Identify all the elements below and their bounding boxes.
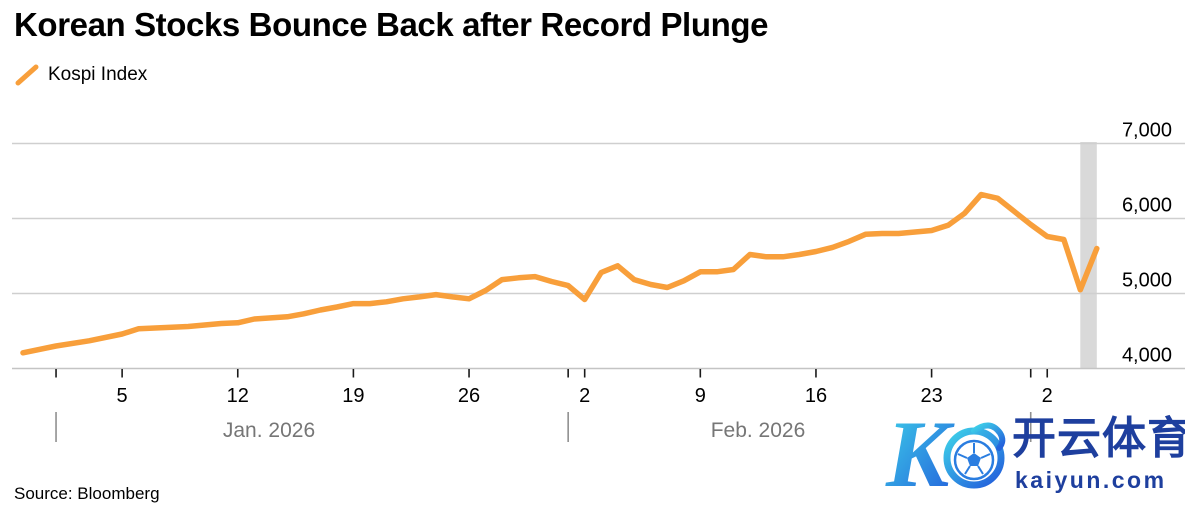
kaiyun-watermark: K 开云体育 kaiyun.com [876, 398, 1185, 498]
x-axis-label: 26 [458, 385, 480, 407]
kaiyun-logo-monogram: K [885, 401, 955, 498]
x-axis-label: 12 [227, 385, 249, 407]
legend-series-label: Kospi Index [48, 64, 148, 85]
x-axis-label: 9 [695, 385, 706, 407]
kaiyun-domain: kaiyun.com [1015, 467, 1167, 493]
kospi-index-line [20, 191, 1100, 356]
source-attribution: Source: Bloomberg [14, 484, 160, 503]
x-axis-label: 19 [342, 385, 364, 407]
kaiyun-brand-chinese: 开云体育 [1012, 414, 1185, 463]
kaiyun-logo-icon: K [885, 401, 1006, 498]
highlight-band [1080, 142, 1097, 369]
x-axis-label: 16 [805, 385, 827, 407]
month-label: Jan. 2026 [223, 419, 315, 442]
x-axis-label: 2 [1042, 385, 1053, 407]
legend: Kospi Index [14, 61, 147, 89]
y-axis-label: 7,000 [1122, 120, 1172, 142]
x-axis-label: 5 [117, 385, 128, 407]
month-label: Feb. 2026 [711, 419, 806, 442]
x-axis-label: 23 [920, 385, 942, 407]
logo-curl [971, 422, 1006, 451]
legend-line-marker-icon [15, 64, 39, 86]
soccer-ball-icon [953, 439, 995, 481]
y-axis-label: 4,000 [1122, 345, 1172, 367]
y-axis-label: 6,000 [1122, 195, 1172, 217]
y-axis-label: 5,000 [1122, 270, 1172, 292]
chart-title: Korean Stocks Bounce Back after Record P… [14, 6, 769, 43]
x-axis-label: 2 [579, 385, 590, 407]
kospi-line-chart: 7,000 6,000 5,000 4,000 5 12 19 26 2 9 16 23 2 Jan. 2… [12, 120, 1185, 442]
